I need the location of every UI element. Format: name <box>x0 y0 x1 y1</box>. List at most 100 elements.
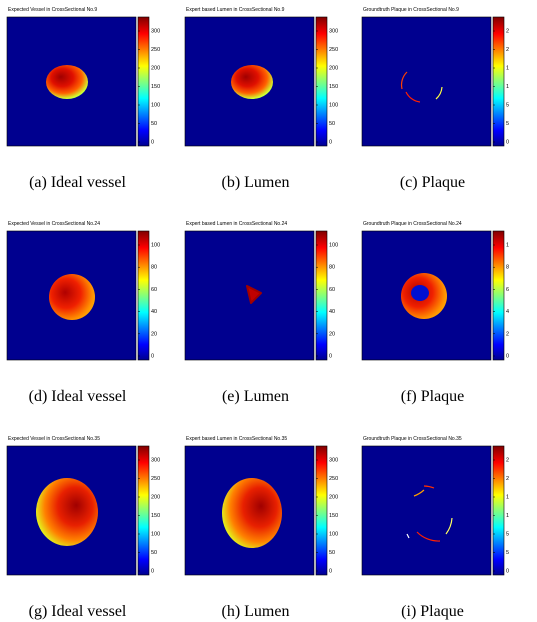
colorbar-tick-label: 300 <box>151 28 160 34</box>
panel: Groundtruth Plaque in CrossSectional No.… <box>361 436 509 620</box>
colorbar <box>137 16 150 147</box>
colorbar-tick-label: 50 <box>151 121 157 127</box>
colorbar-tick-label: 0 <box>506 568 509 574</box>
colorbar-tick-label: 200 <box>329 494 338 500</box>
colorbar-tick-label: 250 <box>329 476 338 482</box>
panel-title: Expert based Lumen in CrossSectional No.… <box>186 7 285 13</box>
colorbar-tick-label: 300 <box>151 457 160 463</box>
colorbar-tick-label: 60 <box>329 287 335 293</box>
arc <box>416 531 441 542</box>
panel-title: Expert based Lumen in CrossSectional No.… <box>186 221 287 227</box>
colorbar-tick-label: 5 <box>506 121 509 127</box>
panel-title: Groundtruth Plaque in CrossSectional No.… <box>363 436 462 442</box>
caption: (i) Plaque <box>401 603 464 620</box>
panel: Groundtruth Plaque in CrossSectional No.… <box>361 7 509 191</box>
panel: Expert based Lumen in CrossSectional No.… <box>184 436 338 620</box>
caption: (h) Lumen <box>222 603 290 620</box>
panel: Expert based Lumen in CrossSectional No.… <box>184 221 338 405</box>
colorbar-tick-label: 1 <box>506 242 509 248</box>
panel-title: Groundtruth Plaque in CrossSectional No.… <box>363 221 462 227</box>
colorbar <box>492 16 505 147</box>
arc <box>413 489 425 497</box>
colorbar-tick-label: 250 <box>329 47 338 53</box>
colorbar-tick-label: 100 <box>151 531 160 537</box>
heatmap <box>361 445 492 576</box>
colorbar-tick-label: 100 <box>151 102 160 108</box>
colorbar-tick-label: 20 <box>151 331 157 337</box>
inner <box>411 285 429 301</box>
colorbar-tick-label: 40 <box>329 309 335 315</box>
colorbar-tick-label: 100 <box>329 531 338 537</box>
colorbar-tick-label: 250 <box>151 47 160 53</box>
blob <box>49 274 95 320</box>
panel-title: Expected Vessel in CrossSectional No.9 <box>8 7 97 13</box>
colorbar-tick-label: 100 <box>329 102 338 108</box>
caption: (e) Lumen <box>222 388 289 405</box>
colorbar-tick-label: 0 <box>329 568 332 574</box>
panel: Expected Vessel in CrossSectional No.35 3… <box>6 436 160 620</box>
colorbar-tick-label: 50 <box>151 550 157 556</box>
heatmap <box>361 16 492 147</box>
colorbar <box>137 230 150 361</box>
colorbar-tick-label: 40 <box>151 309 157 315</box>
colorbar-tick-label: 1 <box>506 84 509 90</box>
arc <box>423 485 435 489</box>
panel: Expected Vessel in CrossSectional No.24 1… <box>6 221 160 405</box>
colorbar-tick-label: 150 <box>151 84 160 90</box>
colorbar-tick-label: 0 <box>151 139 154 145</box>
colorbar-tick-label: 2 <box>506 331 509 337</box>
colorbar-tick-label: 2 <box>506 457 509 463</box>
colorbar-tick-label: 50 <box>329 121 335 127</box>
blob <box>36 478 98 546</box>
panel-title: Expected Vessel in CrossSectional No.24 <box>8 221 100 227</box>
colorbar-tick-label: 20 <box>329 331 335 337</box>
colorbar-tick-label: 0 <box>506 353 509 359</box>
arc <box>445 517 453 535</box>
colorbar-tick-label: 0 <box>329 139 332 145</box>
colorbar-tick-label: 1 <box>506 494 509 500</box>
panel: Expected Vessel in CrossSectional No.9 30… <box>6 7 160 191</box>
colorbar-tick-label: 2 <box>506 476 509 482</box>
arc <box>400 71 408 90</box>
colorbar-tick-label: 2 <box>506 47 509 53</box>
caption: (d) Ideal vessel <box>29 388 127 405</box>
colorbar-tick-label: 100 <box>151 242 160 248</box>
caption: (c) Plaque <box>400 174 465 191</box>
panel: Expert based Lumen in CrossSectional No.… <box>184 7 338 191</box>
colorbar-tick-label: 200 <box>151 494 160 500</box>
colorbar-tick-label: 5 <box>506 550 509 556</box>
colorbar-tick-label: 5 <box>506 102 509 108</box>
blob <box>222 478 282 548</box>
colorbar-tick-label: 200 <box>329 65 338 71</box>
colorbar <box>315 230 328 361</box>
colorbar-tick-label: 100 <box>329 242 338 248</box>
colorbar-tick-label: 80 <box>151 265 157 271</box>
caption: (g) Ideal vessel <box>29 603 127 620</box>
arc <box>435 86 443 100</box>
colorbar <box>315 445 328 576</box>
caption: (b) Lumen <box>222 174 290 191</box>
colorbar-tick-label: 5 <box>506 531 509 537</box>
caption: (a) Ideal vessel <box>29 174 126 191</box>
caption: (f) Plaque <box>401 388 465 405</box>
colorbar-tick-label: 200 <box>151 65 160 71</box>
colorbar-tick-label: 0 <box>329 353 332 359</box>
colorbar-tick-label: 300 <box>329 457 338 463</box>
colorbar-tick-label: 150 <box>151 513 160 519</box>
colorbar-tick-label: 0 <box>506 139 509 145</box>
colorbar-tick-label: 250 <box>151 476 160 482</box>
arc <box>406 533 410 539</box>
panel-title: Expert based Lumen in CrossSectional No.… <box>186 436 287 442</box>
colorbar <box>492 445 505 576</box>
colorbar <box>492 230 505 361</box>
colorbar-tick-label: 0 <box>151 353 154 359</box>
colorbar-tick-label: 150 <box>329 513 338 519</box>
colorbar-tick-label: 1 <box>506 65 509 71</box>
arc <box>405 91 421 103</box>
colorbar-tick-label: 1 <box>506 513 509 519</box>
colorbar-tick-label: 80 <box>329 265 335 271</box>
colorbar-tick-label: 4 <box>506 309 509 315</box>
colorbar-tick-label: 300 <box>329 28 338 34</box>
colorbar-tick-label: 6 <box>506 287 509 293</box>
